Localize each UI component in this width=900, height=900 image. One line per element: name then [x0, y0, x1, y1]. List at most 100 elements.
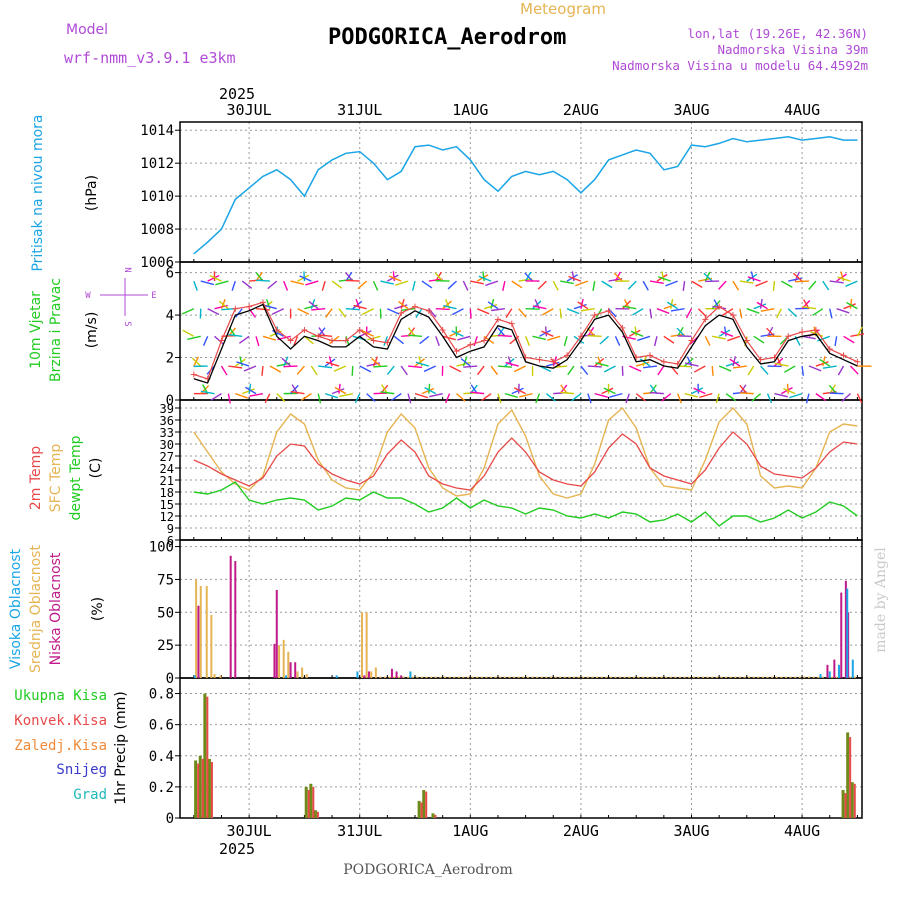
wind-arrow: [435, 336, 440, 347]
wind-arrow: [372, 280, 379, 291]
wind-arrow: [625, 393, 630, 404]
wind-arrow: [805, 393, 810, 404]
wind-arrow: [658, 276, 671, 282]
cloud-bar-srednja: [287, 651, 290, 678]
legend-hail: Grad: [73, 787, 107, 803]
wind-arrow: [215, 280, 229, 286]
cloud-bar-srednja: [448, 676, 451, 678]
wind-arrow: [808, 280, 817, 290]
cloud-bar-srednja: [462, 676, 465, 678]
bottom-date-label: 4AUG: [784, 822, 820, 840]
cloud-bar-visoka: [193, 675, 196, 678]
wind-arrow: [305, 280, 319, 286]
footer-station: PODGORICA_Aerodrom: [343, 862, 513, 878]
ytick-label: 12: [160, 510, 174, 524]
cloud-bar-srednja: [628, 676, 631, 678]
wind-arrow: [542, 308, 554, 316]
wind-arrow: [629, 365, 642, 372]
wind-arrow: [856, 326, 863, 337]
wind-arrow: [563, 336, 568, 347]
wind-arrow: [373, 365, 388, 368]
wind-arrow: [729, 358, 741, 367]
cloud-bar-srednja: [605, 676, 608, 678]
cloud-bar-srednja: [784, 676, 787, 678]
wind-arrow: [248, 383, 252, 394]
cloud-bar-visoka: [846, 588, 849, 678]
cloud-bar-srednja: [812, 676, 815, 678]
wind-arrow: [784, 365, 796, 373]
wind-arrow: [380, 391, 395, 395]
precip-total-bar: [850, 782, 854, 818]
cloud-bar-srednja: [720, 676, 723, 678]
wind-arrow: [407, 393, 412, 404]
wind-arrow: [505, 361, 519, 367]
wind-arrow: [407, 327, 416, 337]
wind-arrow: [756, 301, 768, 310]
wind-arrow: [359, 330, 372, 337]
ytick-label: 24: [160, 462, 174, 476]
wind-arrow: [329, 335, 340, 345]
wind-arrow: [262, 335, 277, 341]
wind-arrow: [428, 383, 431, 394]
wind-arrow: [497, 393, 502, 404]
cloud-bar-srednja: [572, 676, 575, 678]
wind-arrow: [739, 280, 754, 284]
wind-arrow: [505, 308, 513, 319]
wind-arrow: [490, 365, 499, 376]
wind-arrow: [241, 280, 253, 289]
wind-arrow: [632, 308, 644, 316]
cloud-bar-srednja: [771, 676, 774, 678]
compass-e: E: [151, 291, 156, 301]
cloud-bar-visoka: [409, 671, 412, 678]
cloud-bar-srednja: [660, 676, 663, 678]
wind-arrow: [535, 393, 541, 404]
wind-arrow: [601, 280, 613, 289]
cloud-bar-srednja: [752, 676, 755, 678]
wind-arrow: [837, 365, 845, 376]
wind-arrow: [227, 393, 231, 404]
wind-title-line1: 10m Vjetar: [28, 291, 44, 369]
wind-arrow: [408, 365, 423, 369]
wind-arrow: [739, 392, 754, 395]
cloud-bar-srednja: [476, 676, 479, 678]
temp-2m-line: [193, 431, 858, 491]
wind-arrow: [361, 308, 374, 316]
cloud-bar-srednja: [591, 676, 594, 678]
wind-arrow: [283, 280, 289, 291]
wind-arrow: [443, 304, 457, 310]
wind-arrow: [712, 335, 726, 340]
cloud-bar-srednja: [835, 676, 838, 678]
top-year-label: 2025: [219, 85, 255, 103]
wind-arrow: [711, 365, 714, 376]
cloud-bar-srednja: [577, 676, 580, 678]
cloud-bar-srednja: [614, 676, 617, 678]
legend-snow: Snijeg: [56, 762, 107, 778]
precip-total-bar: [313, 810, 317, 818]
wind-arrow: [469, 308, 472, 319]
top-date-label: 31JUL: [337, 101, 382, 119]
sfc-temp-line: [193, 406, 858, 499]
wind-gust-marker: [702, 316, 709, 323]
cloud-bar-srednja: [729, 676, 732, 678]
ytick-label: 0.8: [149, 687, 174, 703]
wind-arrow: [415, 361, 430, 367]
wind-arrow: [245, 386, 257, 395]
cloud-bar-srednja: [775, 676, 778, 678]
wind-arrow: [592, 280, 596, 291]
ytick-label: 6: [166, 266, 174, 282]
cloud-bar-srednja: [554, 676, 557, 678]
wind-gust-marker: [716, 303, 723, 310]
wind-arrow: [255, 279, 270, 282]
wind-arrow: [518, 308, 527, 318]
wind-arrow: [321, 280, 326, 291]
cloud-bar-srednja: [407, 676, 410, 678]
model-name: wrf-nmm_v3.9.1 e3km: [64, 49, 236, 67]
wind-arrow: [264, 393, 271, 404]
wind-gust-marker: [647, 352, 654, 359]
wind-arrow: [843, 303, 856, 310]
cloud-bar-srednja: [195, 579, 198, 678]
wind-arrow: [524, 272, 534, 282]
ytick-label: 6: [167, 534, 174, 548]
wind-gust-marker: [190, 371, 197, 378]
wind-arrow: [732, 365, 747, 369]
